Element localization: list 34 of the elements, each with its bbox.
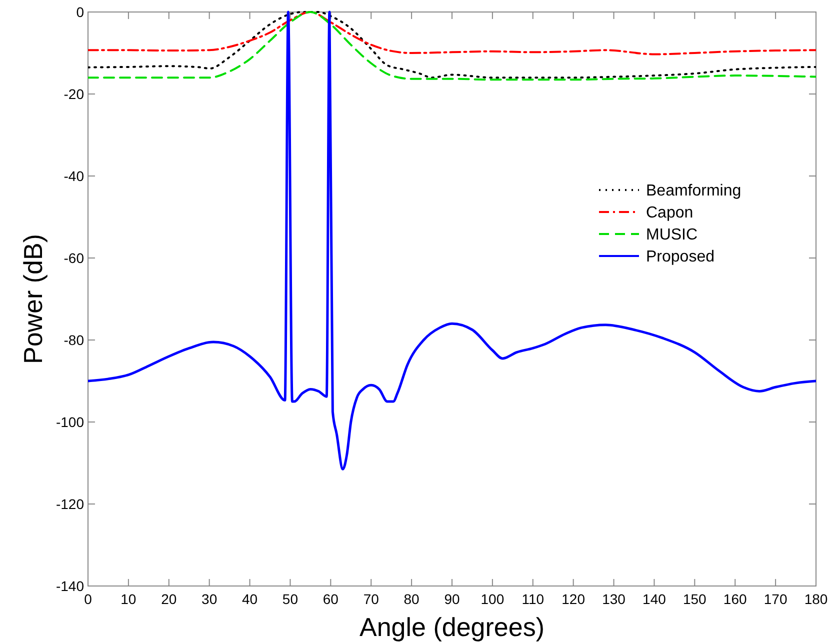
y-tick-label: -100: [56, 414, 84, 430]
x-tick-label: 160: [723, 591, 748, 607]
y-tick-label: -40: [64, 168, 84, 184]
y-tick-label: -20: [64, 86, 84, 102]
x-tick-label: 110: [522, 591, 544, 607]
legend-label: Capon: [646, 204, 694, 222]
x-tick-label: 140: [642, 591, 666, 607]
x-tick-label: 50: [282, 591, 298, 607]
x-tick-label: 80: [404, 591, 420, 607]
line-series: [88, 11, 816, 56]
x-tick-label: 40: [242, 591, 258, 607]
legend-label: Beamforming: [646, 182, 742, 200]
x-tick-label: 90: [444, 591, 460, 607]
x-tick-label: 60: [322, 591, 339, 607]
y-axis-title: Power (dB): [18, 234, 48, 364]
x-tick-label: 130: [602, 591, 626, 607]
x-tick-label: 180: [804, 591, 828, 607]
y-tick-label: -120: [56, 496, 84, 512]
x-tick-label: 20: [161, 591, 177, 607]
y-tick-label: -60: [64, 250, 84, 266]
x-tick-label: 150: [682, 591, 707, 607]
y-tick-label: -80: [64, 332, 84, 348]
x-tick-label: 120: [562, 591, 586, 607]
x-tick-label: 30: [202, 591, 218, 607]
legend-label: Proposed: [646, 248, 714, 266]
y-tick-label: 0: [76, 4, 84, 20]
x-tick-label: 70: [363, 591, 380, 607]
legend-label: MUSIC: [646, 226, 698, 244]
y-tick-label: -140: [56, 578, 84, 594]
x-axis-title: Angle (degrees): [360, 612, 544, 642]
x-tick-label: 170: [764, 591, 788, 607]
x-tick-label: 10: [120, 591, 136, 607]
x-tick-label: 100: [480, 591, 504, 607]
line-series: [88, 10, 816, 470]
